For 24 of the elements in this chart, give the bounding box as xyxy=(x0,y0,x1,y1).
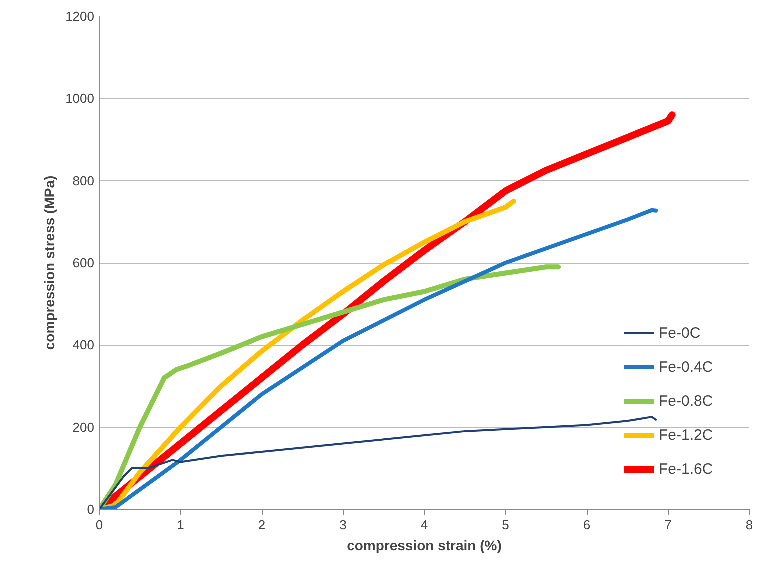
legend-label: Fe-1.6C xyxy=(659,460,714,478)
y-tick-label: 200 xyxy=(72,420,95,435)
y-tick-label: 1000 xyxy=(66,91,94,106)
line-series xyxy=(100,416,658,510)
y-tick-label: 1200 xyxy=(66,9,94,24)
y-tick-label: 0 xyxy=(87,502,95,517)
line-series xyxy=(100,208,658,510)
legend-label: Fe-0.8C xyxy=(659,392,714,410)
legend-label: Fe-0.4C xyxy=(659,358,714,376)
x-tick-label: 3 xyxy=(340,518,347,532)
x-tick-label: 6 xyxy=(583,518,591,532)
legend-label: Fe-0C xyxy=(659,324,701,342)
x-axis-title: compression strain (%) xyxy=(347,538,502,554)
legend-label: Fe-1.2C xyxy=(659,426,714,444)
x-tick-label: 8 xyxy=(746,518,754,532)
y-axis-title: compression stress (MPa) xyxy=(42,176,58,350)
x-tick-label: 7 xyxy=(664,518,672,532)
y-tick-label: 800 xyxy=(72,173,95,188)
x-tick-label: 4 xyxy=(420,518,428,532)
x-tick-label: 1 xyxy=(177,518,184,532)
x-tick-label: 5 xyxy=(502,518,510,532)
y-tick-label: 600 xyxy=(72,256,95,270)
y-tick-label: 400 xyxy=(72,338,95,353)
x-tick-label: 2 xyxy=(258,518,266,532)
